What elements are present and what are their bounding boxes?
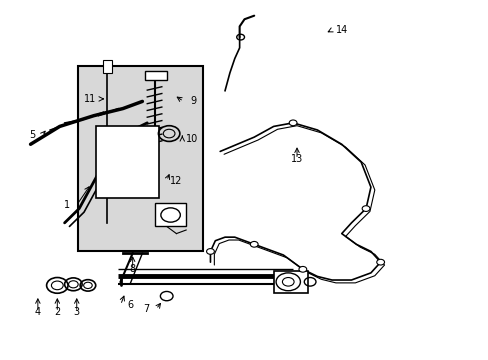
Circle shape: [362, 206, 369, 211]
Text: 5: 5: [29, 130, 35, 140]
Circle shape: [288, 120, 296, 126]
Text: 8: 8: [129, 264, 136, 274]
Text: 1: 1: [64, 200, 70, 210]
Bar: [154, 203, 186, 226]
Circle shape: [376, 259, 384, 265]
Circle shape: [250, 242, 258, 247]
Text: 7: 7: [143, 304, 149, 314]
Text: 9: 9: [190, 96, 196, 107]
Circle shape: [206, 249, 214, 254]
Text: 12: 12: [170, 176, 182, 186]
Text: 11: 11: [83, 94, 96, 104]
Text: 3: 3: [74, 307, 80, 317]
Text: 13: 13: [290, 154, 303, 164]
Text: 4: 4: [35, 307, 41, 317]
Bar: [273, 271, 307, 293]
Bar: [102, 60, 112, 73]
Text: 6: 6: [127, 300, 133, 310]
Text: 10: 10: [185, 134, 198, 144]
Bar: [78, 66, 203, 251]
Text: 14: 14: [335, 25, 347, 35]
Bar: [144, 71, 166, 80]
Circle shape: [298, 266, 306, 272]
Text: 2: 2: [54, 307, 61, 317]
Bar: [96, 126, 159, 198]
